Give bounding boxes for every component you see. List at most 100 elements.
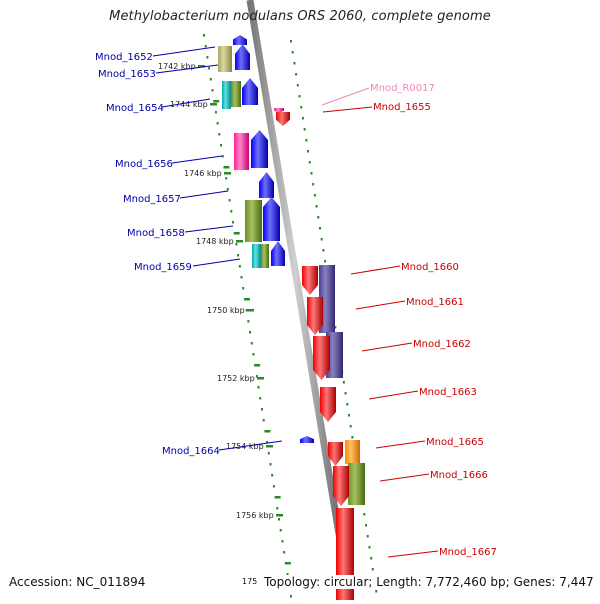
scale-dot (204, 45, 207, 48)
gene-label-plus[interactable]: Mnod_1655 (373, 102, 431, 113)
gene-labels: Mnod_1652 Mnod_1653 Mnod_1654 Mnod_1656 Mnod… (95, 52, 497, 558)
scale-dot (243, 298, 250, 301)
plus-dot (318, 227, 321, 230)
scale-tick-label: 1752 kbp (217, 374, 255, 383)
label-leader-line (350, 265, 401, 275)
label-leader-line (375, 440, 426, 449)
accession-text: Accession: NC_011894 (9, 575, 146, 589)
gene-label-minus[interactable]: Mnod_1653 (98, 69, 156, 80)
scale-dot (211, 89, 214, 92)
gene-label-plus[interactable]: Mnod_1663 (419, 387, 477, 398)
scale-tick-mark (224, 172, 231, 175)
scale-tick-mark (266, 445, 273, 448)
gene-feature (263, 197, 280, 241)
scale-dot (279, 529, 282, 532)
plus-dot (300, 106, 303, 109)
gene-label-plus[interactable]: Mnod_1666 (430, 470, 488, 481)
scale-dot (278, 518, 281, 521)
scale-tick-label: 1744 kbp (170, 100, 208, 109)
scale-dot (225, 177, 228, 180)
gene-label-minus[interactable]: Mnod_1659 (134, 262, 192, 273)
gene-label-minus[interactable]: Mnod_1657 (123, 194, 181, 205)
label-leader-line (355, 300, 406, 310)
label-leader-line (171, 155, 223, 164)
gene-label-minus[interactable]: Mnod_1656 (115, 159, 173, 170)
scale-dot (247, 320, 250, 323)
gene-feature (245, 200, 262, 242)
gene-feature (320, 387, 336, 422)
scale-dot (228, 199, 231, 202)
gene-features (218, 35, 365, 600)
gene-label-plus[interactable]: Mnod_1665 (426, 437, 484, 448)
scale-tick-label: 1746 kbp (184, 169, 222, 178)
scale-dot (271, 474, 274, 477)
plus-dot (344, 392, 347, 395)
plus-dot (305, 139, 308, 142)
gene-label-plus[interactable]: Mnod_1662 (413, 339, 471, 350)
gene-label-minus[interactable]: Mnod_1652 (95, 52, 153, 63)
gene-label-plus[interactable]: Mnod_1660 (401, 262, 459, 273)
gene-label-plus[interactable]: Mnod_1667 (439, 547, 497, 558)
gene-label-minus[interactable]: Mnod_1658 (127, 228, 185, 239)
scale-dot (213, 100, 220, 103)
gene-label-minus[interactable]: Mnod_1654 (106, 103, 164, 114)
gene-label-plus[interactable]: Mnod_R0017 (370, 83, 435, 94)
scale-dot (214, 111, 217, 114)
gene-feature (345, 440, 360, 464)
label-leader-line (321, 87, 370, 106)
plus-dot (303, 128, 306, 131)
scale-dot (220, 144, 223, 147)
gene-label-plus[interactable]: Mnod_1661 (406, 297, 464, 308)
scale-dot (276, 507, 279, 510)
scale-dot (284, 562, 291, 565)
cut-tick-label: 175 (242, 577, 258, 586)
scale-dot (249, 331, 252, 334)
label-leader-line (155, 64, 219, 74)
plus-dot (312, 183, 315, 186)
gene-feature (328, 442, 343, 466)
plus-dot (293, 62, 296, 65)
gene-feature (333, 466, 349, 506)
label-leader-line (161, 98, 211, 108)
label-leader-line (179, 190, 229, 199)
scale-dot (260, 408, 263, 411)
plus-dot (347, 414, 350, 417)
scale-tick-mark (257, 377, 264, 380)
label-leader-line (368, 390, 419, 400)
scale-dot (264, 430, 271, 433)
scale-dot (237, 254, 240, 257)
scale-dot (283, 551, 286, 554)
gene-feature (276, 112, 290, 126)
gene-feature (274, 108, 284, 113)
scale-dot (254, 364, 261, 367)
plus-dot (301, 117, 304, 120)
label-leader-line (379, 473, 430, 482)
plus-dot (368, 546, 371, 549)
scale-dot (209, 78, 212, 81)
scale-dot (216, 122, 219, 125)
scale-dot (267, 452, 270, 455)
plus-dot (308, 161, 311, 164)
plus-dot (370, 557, 373, 560)
plus-dot (363, 513, 366, 516)
scale-tick-mark (276, 514, 283, 517)
plus-dot (322, 249, 325, 252)
gene-feature (222, 81, 231, 109)
plus-dot (342, 381, 345, 384)
plus-dot (296, 84, 299, 87)
plus-dot (313, 194, 316, 197)
label-leader-line (152, 46, 216, 57)
plus-dot (307, 150, 310, 153)
plus-dot (315, 205, 318, 208)
plus-dot (324, 260, 327, 263)
gene-feature (313, 336, 330, 380)
label-leader-line (387, 550, 439, 558)
scale-tick-mark (236, 240, 243, 243)
gene-feature (252, 244, 261, 268)
scale-dot (218, 133, 221, 136)
gene-label-minus[interactable]: Mnod_1664 (162, 446, 220, 457)
gene-feature (271, 241, 285, 266)
scale-dot (208, 67, 211, 70)
